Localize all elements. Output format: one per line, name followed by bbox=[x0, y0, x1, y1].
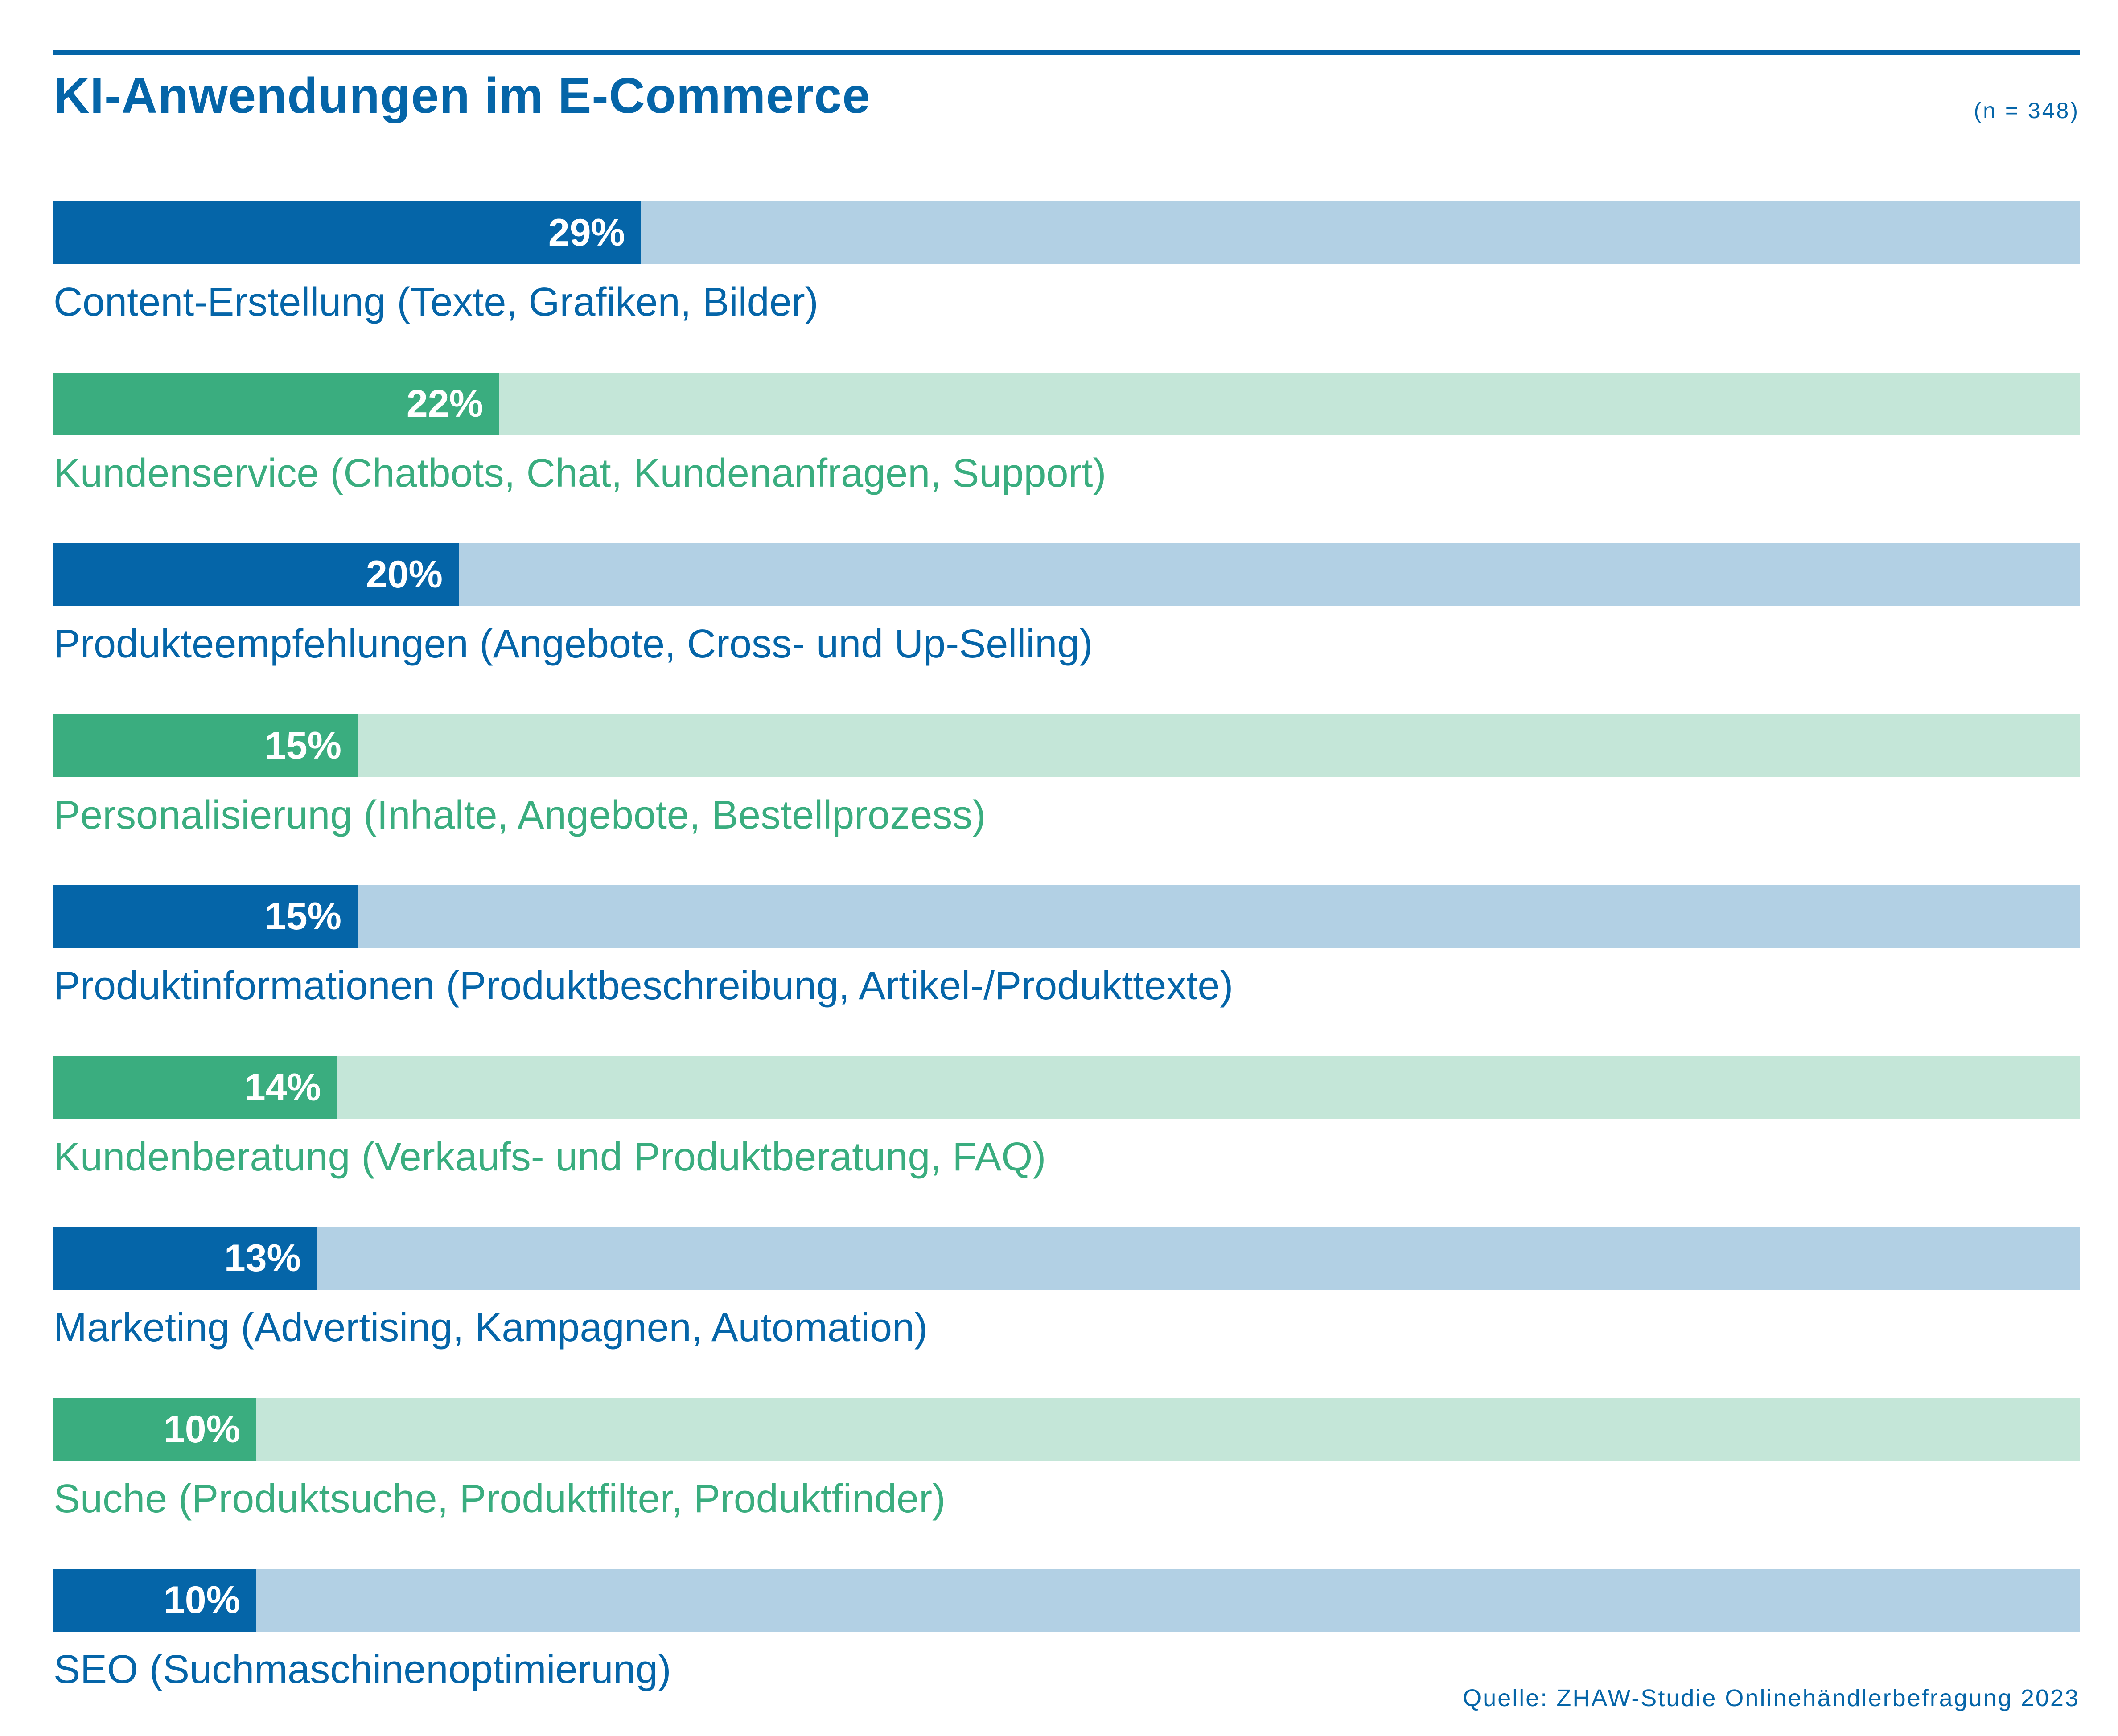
bar-value-label: 14% bbox=[244, 1066, 321, 1109]
bar-row: 15% Produktinformationen (Produktbeschrei… bbox=[53, 885, 2080, 1032]
bar-row: 10% SEO (Suchmaschinenoptimierung) bbox=[53, 1569, 2080, 1716]
chart-title: KI-Anwendungen im E-Commerce bbox=[53, 68, 871, 123]
bar bbox=[53, 373, 499, 435]
category-label: SEO (Suchmaschinenoptimierung) bbox=[53, 1647, 671, 1692]
source-note: Quelle: ZHAW-Studie Onlinehändlerbefragu… bbox=[1463, 1685, 2080, 1711]
bar-row: 10% Suche (Produktsuche, Produktfilter, P… bbox=[53, 1398, 2080, 1545]
bar bbox=[53, 201, 641, 264]
sample-size: (n = 348) bbox=[1974, 98, 2080, 123]
category-label: Kundenberatung (Verkaufs- und Produktber… bbox=[53, 1135, 1046, 1179]
bar-value-label: 29% bbox=[548, 211, 625, 254]
bar bbox=[53, 543, 459, 606]
bar-row: 22% Kundenservice (Chatbots, Chat, Kunden… bbox=[53, 373, 2080, 520]
bar-track: 15% bbox=[53, 885, 2080, 948]
bar-value-label: 20% bbox=[366, 553, 443, 596]
bar-track: 29% bbox=[53, 201, 2080, 264]
top-rule bbox=[53, 50, 2080, 55]
bar-track: 22% bbox=[53, 373, 2080, 435]
bar bbox=[53, 714, 358, 777]
bar-value-label: 10% bbox=[163, 1579, 240, 1621]
bar-track: 10% bbox=[53, 1569, 2080, 1632]
bar-track: 20% bbox=[53, 543, 2080, 606]
bar bbox=[53, 1569, 256, 1632]
bar-value-label: 15% bbox=[264, 724, 341, 767]
category-label: Personalisierung (Inhalte, Angebote, Bes… bbox=[53, 793, 986, 837]
bar-chart: 29% Content-Erstellung (Texte, Grafiken, … bbox=[53, 0, 2080, 1736]
bar-value-label: 13% bbox=[224, 1237, 301, 1280]
category-label: Content-Erstellung (Texte, Grafiken, Bil… bbox=[53, 280, 818, 324]
category-label: Produktinformationen (Produktbeschreibun… bbox=[53, 964, 1234, 1008]
bar-track: 14% bbox=[53, 1056, 2080, 1119]
category-label: Suche (Produktsuche, Produktfilter, Prod… bbox=[53, 1477, 946, 1521]
bar-value-label: 15% bbox=[264, 895, 341, 938]
category-label: Marketing (Advertising, Kampagnen, Autom… bbox=[53, 1305, 928, 1350]
bar-track: 10% bbox=[53, 1398, 2080, 1461]
bar-row: 15% Personalisierung (Inhalte, Angebote, … bbox=[53, 714, 2080, 862]
bar-track: 13% bbox=[53, 1227, 2080, 1290]
category-label: Produkteempfehlungen (Angebote, Cross- u… bbox=[53, 622, 1093, 666]
category-label: Kundenservice (Chatbots, Chat, Kundenanf… bbox=[53, 451, 1106, 496]
bar-value-label: 22% bbox=[406, 382, 483, 425]
bar bbox=[53, 885, 358, 948]
bar bbox=[53, 1398, 256, 1461]
bar-value-label: 10% bbox=[163, 1408, 240, 1451]
bar bbox=[53, 1056, 337, 1119]
bar-row: 29% Content-Erstellung (Texte, Grafiken, … bbox=[53, 201, 2080, 349]
bar-row: 20% Produkteempfehlungen (Angebote, Cross… bbox=[53, 543, 2080, 690]
bar-row: 14% Kundenberatung (Verkaufs- und Produkt… bbox=[53, 1056, 2080, 1203]
bar-row: 13% Marketing (Advertising, Kampagnen, Au… bbox=[53, 1227, 2080, 1374]
bar bbox=[53, 1227, 317, 1290]
bar-track: 15% bbox=[53, 714, 2080, 777]
